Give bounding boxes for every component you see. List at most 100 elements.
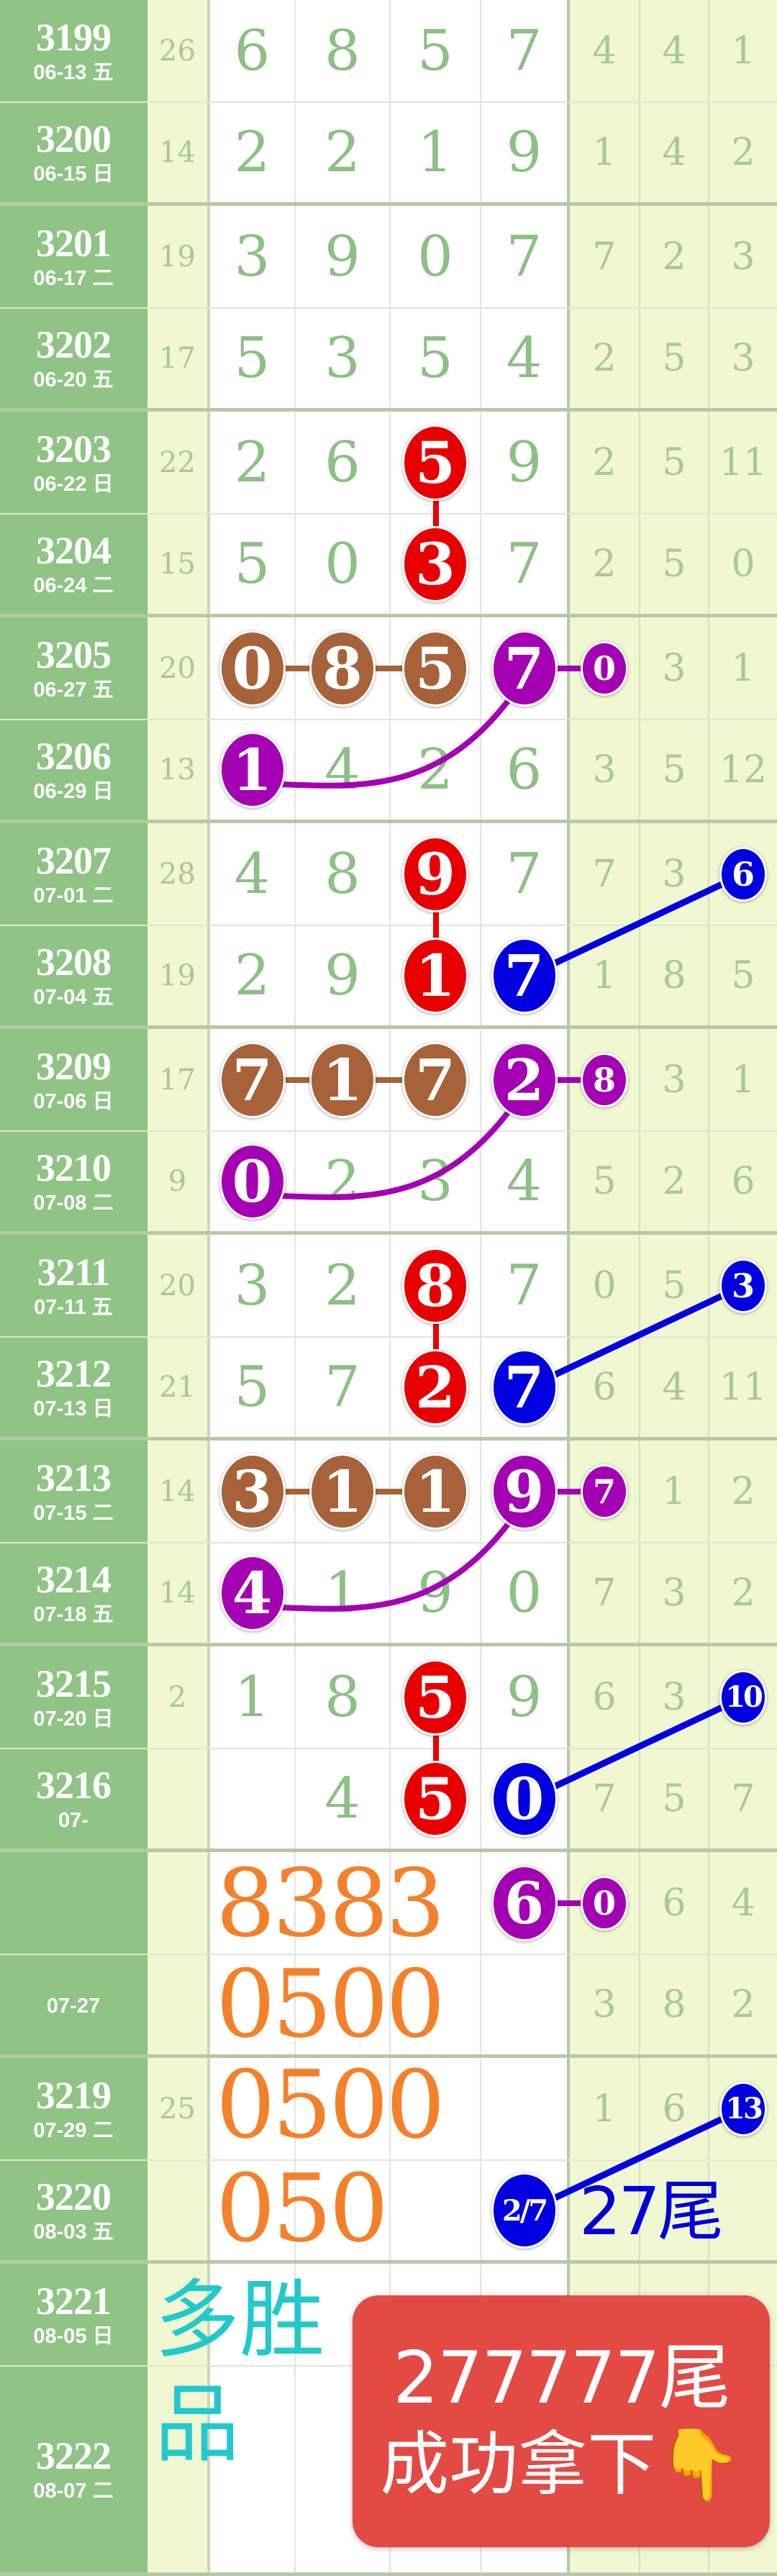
number-cell: 1	[570, 926, 640, 1025]
red-ball: 5	[402, 424, 468, 501]
number-cell	[296, 2161, 391, 2260]
draw-date: 07-15 二	[33, 1501, 114, 1525]
number-cell: 9	[296, 206, 391, 307]
issue-cell: 3207 07-01 二	[0, 823, 147, 925]
number-cell: 3	[640, 1029, 709, 1130]
issue-cell: 3209 07-06 日	[0, 1029, 147, 1130]
brown-ball: 8	[309, 630, 376, 707]
draw-date: 07-08 二	[33, 1192, 114, 1215]
issue-number: 3211	[37, 1250, 110, 1294]
number-cell: 6	[210, 0, 296, 101]
issue-cell: 3210 07-08 二	[0, 1132, 147, 1231]
promo-sticker: 277777尾 成功拿下👇	[353, 2295, 770, 2547]
draw-row: 3214 07-18 五 14 4 1 9 0 7 3 2	[0, 1543, 777, 1646]
draw-date: 08-05 日	[33, 2324, 114, 2348]
draw-row: 3216 07- 4 5 0 7 5 7	[0, 1749, 777, 1852]
number-cell: 3	[640, 1543, 709, 1643]
issue-number: 3206	[36, 735, 112, 778]
sticker-line-2: 成功拿下👇	[380, 2424, 742, 2505]
draw-date: 06-17 二	[33, 266, 114, 290]
issue-number: 3200	[36, 117, 112, 160]
draw-row: 3204 06-24 二 15 5 0 3 7 2 5 0	[0, 514, 777, 617]
draw-date: 07-29 二	[33, 2118, 114, 2142]
sum-cell	[147, 2367, 210, 2572]
number-cell: 3	[296, 309, 391, 408]
sum-cell: 20	[147, 617, 210, 719]
number-cell: 5	[391, 309, 481, 408]
number-cell: 2	[210, 926, 296, 1025]
draw-date: 06-27 五	[33, 678, 114, 702]
issue-number: 3213	[36, 1456, 112, 1500]
issue-number: 3221	[36, 2279, 112, 2323]
number-cell	[210, 1749, 296, 1849]
number-cell	[391, 2161, 481, 2260]
number-cell: 0	[709, 514, 777, 614]
purple-ball: 0	[581, 640, 628, 696]
issue-cell: 3206 06-29 日	[0, 720, 147, 820]
number-cell: 5	[210, 1338, 296, 1437]
number-cell: 0	[296, 514, 391, 614]
draw-date: 07-20 日	[33, 1707, 114, 1731]
number-cell: 7	[570, 1543, 640, 1643]
number-cell: 7	[481, 1338, 570, 1437]
issue-cell: 3219 07-29 二	[0, 2058, 147, 2159]
number-cell: 1	[709, 617, 777, 719]
number-cell: 5	[391, 412, 481, 513]
number-cell: 9	[481, 1646, 570, 1748]
draw-date: 07-04 五	[33, 986, 114, 1009]
draw-date: 06-13 五	[33, 60, 114, 84]
draw-date: 07-06 日	[33, 1089, 114, 1113]
number-cell	[296, 1955, 391, 2054]
number-cell	[481, 2058, 570, 2159]
purple-ball: 6	[491, 1864, 558, 1941]
number-cell: 3	[709, 309, 777, 408]
issue-number: 3207	[36, 838, 112, 882]
number-cell: 4	[640, 1338, 709, 1437]
number-cell: 0	[481, 1543, 570, 1643]
blue-ball: 7	[491, 938, 558, 1014]
issue-cell: 07-27	[0, 1955, 147, 2054]
issue-cell: 3200 06-15 日	[0, 103, 147, 202]
number-cell: 2	[570, 412, 640, 513]
number-cell: 0	[210, 617, 296, 719]
draw-date: 06-29 日	[33, 780, 114, 803]
issue-number: 3199	[36, 15, 112, 59]
number-cell: 3	[210, 206, 296, 307]
number-cell: 1	[391, 1441, 481, 1542]
number-cell: 2	[709, 103, 777, 202]
number-cell	[481, 1955, 570, 2054]
brown-ball: 7	[219, 1041, 286, 1118]
number-cell: 7	[709, 1749, 777, 1849]
number-cell: 3	[640, 1646, 709, 1748]
purple-ball: 0	[219, 1143, 286, 1220]
number-cell: 3	[709, 1235, 777, 1336]
draw-date: 07-13 日	[33, 1397, 114, 1420]
number-cell: 7	[481, 206, 570, 307]
number-cell: 6	[709, 823, 777, 925]
number-cell: 9	[481, 103, 570, 202]
issue-cell: 3204 06-24 二	[0, 514, 147, 614]
number-cell: 9	[296, 926, 391, 1025]
draw-row: 3205 06-27 五 20 0 8 5 7 0 3 1	[0, 617, 777, 720]
number-cell: 5	[640, 1235, 709, 1336]
number-cell: 0	[570, 617, 640, 719]
blue-ball: 10	[719, 1669, 767, 1725]
number-cell: 7	[391, 1029, 481, 1130]
sticker-line-1: 277777尾	[393, 2336, 731, 2420]
number-cell	[391, 2058, 481, 2159]
number-cell: 1	[709, 1029, 777, 1130]
draw-date: 06-15 日	[33, 163, 114, 186]
annotation-0500-a: 0500	[216, 1949, 445, 2059]
number-cell: 2	[709, 1543, 777, 1643]
sum-cell: 19	[147, 926, 210, 1025]
number-cell: 5	[570, 1132, 640, 1231]
number-cell: 7	[570, 1441, 640, 1542]
brown-ball: 1	[309, 1453, 376, 1530]
sum-cell: 2	[147, 1646, 210, 1748]
issue-cell: 3214 07-18 五	[0, 1543, 147, 1643]
sum-cell: 19	[147, 206, 210, 307]
number-cell: 3	[640, 617, 709, 719]
number-cell: 9	[481, 1441, 570, 1542]
draw-row: 3208 07-04 五 19 2 9 1 7 1 8 5	[0, 926, 777, 1029]
